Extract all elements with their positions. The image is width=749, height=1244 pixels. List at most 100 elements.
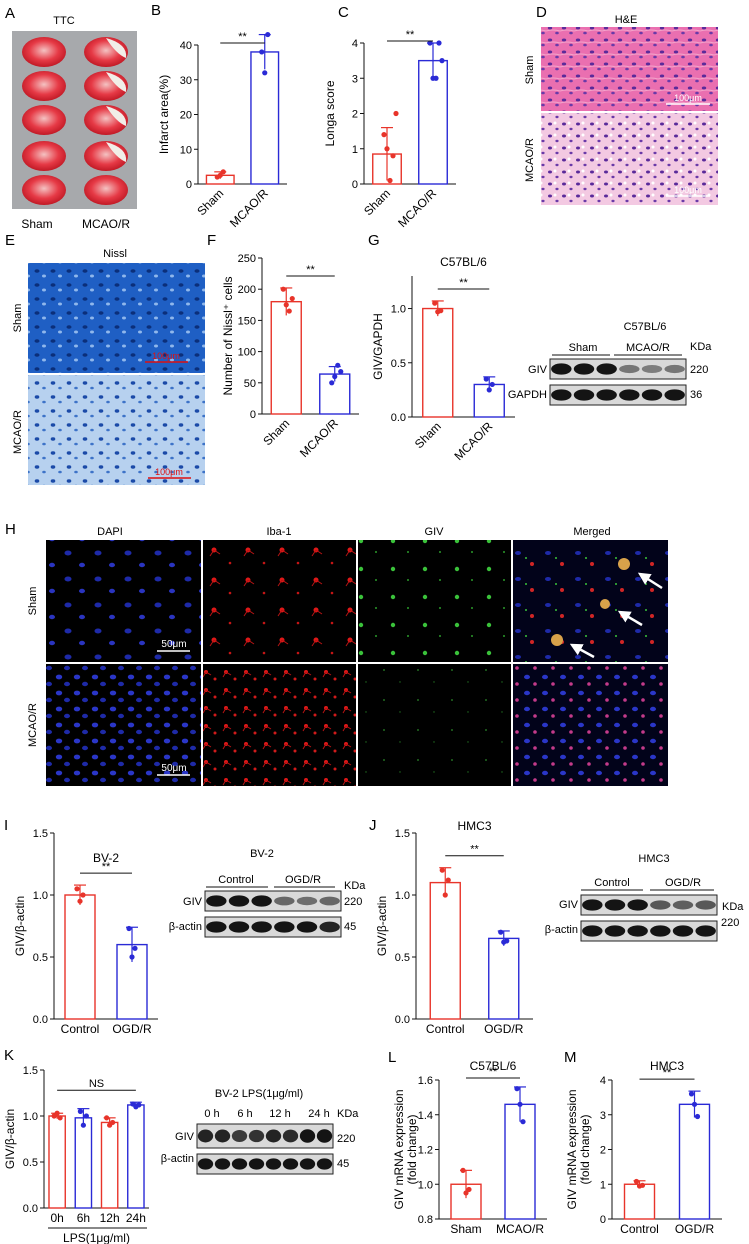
y-tick-label: 0.0 <box>23 1203 38 1215</box>
merged-arrow-3 <box>569 643 595 659</box>
ttc-slice-sham-3 <box>22 105 66 135</box>
blot-band <box>582 899 603 911</box>
chart-g: 0.0 0.5 1.0 GIV/GAPDH C57BL/6 Sham MCAO/R ** <box>371 255 515 463</box>
data-point <box>432 300 438 306</box>
he-scale-label-2: 100μm <box>674 185 702 195</box>
data-point <box>483 376 489 382</box>
g-blot-protein-2: GAPDH <box>508 389 547 401</box>
j-blot-kda-label: KDa <box>722 901 744 913</box>
merged-arrow-2 <box>617 610 643 627</box>
significance-label: ** <box>306 264 315 276</box>
data-point <box>688 1091 695 1097</box>
y-axis-label: Infarct area(%) <box>157 75 171 154</box>
data-point <box>83 1113 89 1119</box>
ttc-infarct-3 <box>106 106 127 126</box>
data-point <box>265 31 271 38</box>
panel-letter-m: M <box>564 1049 577 1066</box>
x-tick-label: MCAO/R <box>227 186 271 230</box>
significance-label: ** <box>489 1066 498 1078</box>
x-tick-label: 6h <box>77 1211 90 1225</box>
y-tick-label: 1.0 <box>395 890 410 902</box>
y-tick-label: 3 <box>600 1110 606 1122</box>
data-point <box>289 295 295 302</box>
blot-band <box>214 1129 231 1143</box>
g-blot-kda-label: KDa <box>690 341 712 353</box>
panel-g-western-blot: C57BL/6 Sham MCAO/R KDa GIV GAPDH 220 36 <box>508 321 712 406</box>
data-point <box>338 368 344 375</box>
significance-label: ** <box>102 861 111 873</box>
he-title: H&E <box>615 14 638 26</box>
significance-label: ** <box>459 277 468 289</box>
if-row-sham: Sham <box>27 587 39 616</box>
x-tick-label: Control <box>620 1222 659 1236</box>
data-point <box>286 308 292 314</box>
i-blot-actin-strip <box>204 916 342 938</box>
ttc-slice-sham-5 <box>22 175 66 205</box>
bar-24h <box>127 1104 145 1209</box>
y-tick-label: 0 <box>600 1214 606 1226</box>
panel-letter-b: B <box>151 2 161 19</box>
blot-band <box>228 895 250 907</box>
y-tick-label: 0.8 <box>418 1214 433 1226</box>
blot-band <box>248 1129 265 1143</box>
data-point <box>390 153 396 159</box>
blot-band <box>664 389 685 401</box>
y-tick-label: 50 <box>244 378 256 390</box>
y-axis-label: Number of Nissl⁺ cells <box>221 276 235 395</box>
he-mcaor-image <box>541 113 718 205</box>
x-axis-label: LPS(1μg/ml) <box>63 1231 130 1244</box>
ttc-infarct-4 <box>106 142 127 162</box>
blot-band <box>664 364 685 374</box>
g-blot-kda-2: 36 <box>690 389 702 401</box>
bar-12h <box>100 1121 119 1209</box>
blot-band <box>265 1158 282 1170</box>
y-tick-label: 4 <box>352 38 358 50</box>
nissl-mcaor-image <box>28 375 205 485</box>
blot-band <box>231 1158 248 1170</box>
y-tick-label: 100 <box>238 347 256 359</box>
panel-e: E Nissl Sham MCAO/R 100μm 100μm <box>5 232 205 485</box>
y-axis-label-line: (fold change) <box>405 1114 419 1184</box>
if-mcaor-dapi <box>46 664 201 786</box>
data-point <box>433 75 439 81</box>
i-blot-giv-strip <box>204 890 342 912</box>
panel-letter-d: D <box>536 4 547 21</box>
if-sham-dapi <box>46 540 201 662</box>
y-tick-label: 1.4 <box>418 1110 433 1122</box>
data-point <box>427 40 433 46</box>
data-point <box>57 1115 63 1121</box>
if-sham-iba1 <box>203 540 356 662</box>
g-blot-group-1: Sham <box>569 342 598 354</box>
nissl-row-mcaor: MCAO/R <box>12 410 24 454</box>
k-blot-kda-label: KDa <box>337 1108 359 1120</box>
chart-j: 0.0 0.5 1.0 1.5 GIV/β-actin HMC3 Control OGD/R *… <box>375 819 533 1036</box>
x-tick-label: MCAO/R <box>395 186 439 230</box>
k-blot-protein-2: β-actin <box>161 1153 194 1165</box>
bar-sham <box>422 307 454 418</box>
y-axis-label: GIV mRNA expression(fold change) <box>565 1089 592 1209</box>
y-tick-label: 1.0 <box>391 304 406 316</box>
blot-band <box>231 1129 248 1143</box>
data-point <box>498 929 504 935</box>
nissl-row-sham: Sham <box>12 304 24 333</box>
significance-label: NS <box>89 1078 104 1090</box>
data-point <box>639 1182 646 1188</box>
ttc-slice-mcaor-5 <box>84 175 128 205</box>
blot-band <box>551 363 572 375</box>
merged-cell-1 <box>618 558 630 570</box>
data-point <box>445 877 451 883</box>
y-axis-label: GIV mRNA expression(fold change) <box>392 1089 419 1209</box>
data-point <box>633 1178 640 1185</box>
ttc-infarct-2 <box>106 72 127 92</box>
blot-band <box>672 925 694 937</box>
data-point <box>439 867 445 873</box>
k-blot-giv-strip <box>196 1123 334 1149</box>
blot-band <box>627 899 648 911</box>
x-tick-label: OGD/R <box>484 1022 524 1036</box>
data-point <box>136 1102 142 1108</box>
blot-band <box>296 896 318 906</box>
i-blot-group-2: OGD/R <box>285 874 321 886</box>
he-row-mcaor: MCAO/R <box>524 138 536 182</box>
data-point <box>54 1110 60 1116</box>
bar-control <box>429 881 461 1020</box>
